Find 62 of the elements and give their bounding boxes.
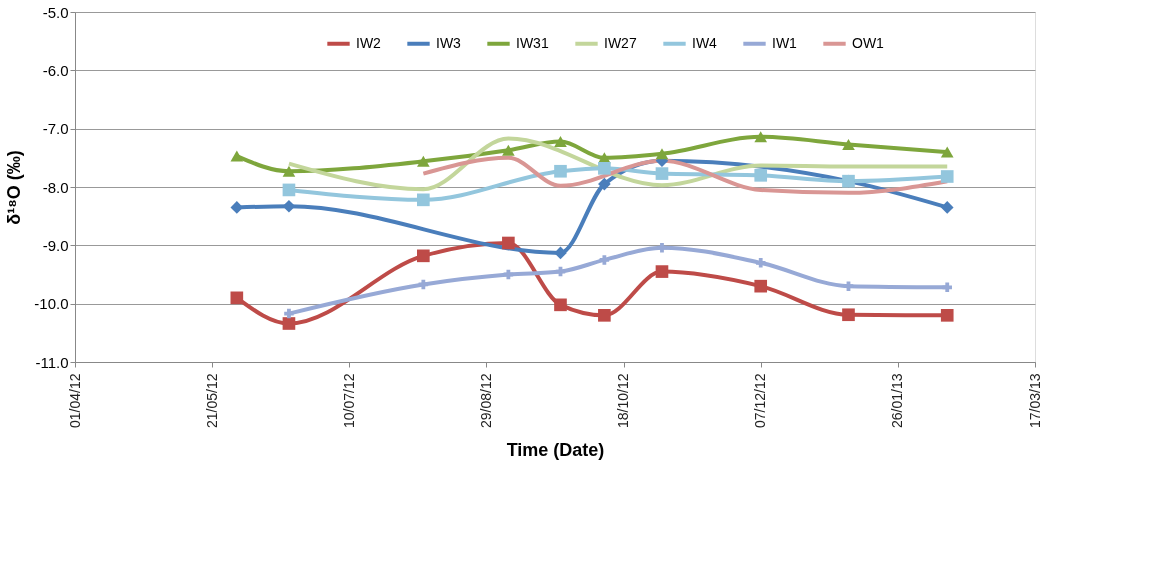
y-tick-label: -10.0	[34, 295, 69, 313]
point	[599, 255, 610, 265]
y-tick-label: -8.0	[42, 178, 69, 196]
point	[417, 249, 430, 263]
x-tick-label: 26/01/13	[889, 373, 906, 428]
point	[554, 298, 567, 312]
point	[755, 258, 766, 268]
point	[230, 291, 244, 305]
legend-label: IW27	[604, 34, 637, 51]
point	[940, 170, 954, 183]
point	[754, 169, 768, 182]
point	[230, 150, 244, 162]
y-tick-label: -6.0	[42, 61, 69, 79]
point	[940, 309, 954, 322]
point	[754, 279, 768, 293]
y-tick-label: -7.0	[42, 120, 69, 138]
x-axis-title: Time (Date)	[506, 440, 605, 460]
legend-label: IW2	[356, 34, 382, 51]
y-tick-label: -9.0	[42, 236, 69, 254]
y-tick-label: -5.0	[42, 3, 69, 21]
point	[282, 165, 296, 177]
point	[842, 308, 855, 322]
point	[554, 164, 567, 178]
x-tick-label: 07/12/12	[752, 373, 769, 428]
point	[842, 138, 855, 150]
point	[282, 199, 296, 213]
point	[598, 162, 611, 175]
point	[284, 308, 294, 319]
x-tick-label: 29/08/12	[477, 373, 494, 428]
legend-label: IW31	[516, 34, 549, 51]
point	[282, 183, 296, 197]
point	[230, 201, 244, 214]
point	[655, 265, 669, 278]
point	[942, 282, 952, 293]
y-axis-title: δ¹⁸O (‰)	[4, 150, 25, 225]
legend-label: IW1	[772, 34, 798, 51]
point	[940, 146, 954, 158]
point	[598, 309, 611, 322]
y-tick-label: -11.0	[35, 353, 69, 371]
point	[417, 193, 430, 207]
point	[502, 236, 515, 250]
point	[417, 155, 430, 167]
x-tick-label: 01/04/12	[66, 373, 83, 428]
x-tick-label: 10/07/12	[340, 373, 357, 428]
point	[940, 201, 954, 214]
point	[598, 177, 611, 191]
legend-label: IW4	[692, 34, 718, 51]
point	[754, 131, 768, 143]
line-series	[286, 136, 950, 192]
point	[655, 148, 669, 160]
point	[554, 246, 567, 260]
legend-label: OW1	[852, 34, 885, 51]
point	[554, 136, 567, 147]
point	[502, 144, 515, 156]
point	[843, 281, 854, 291]
point	[282, 317, 296, 330]
legend-label: IW3	[436, 34, 462, 51]
x-tick-label: 18/10/12	[615, 373, 632, 428]
x-tick-label: 17/03/13	[1026, 373, 1043, 428]
point	[655, 167, 669, 180]
point	[657, 242, 667, 253]
x-tick-label: 21/05/12	[203, 373, 220, 428]
